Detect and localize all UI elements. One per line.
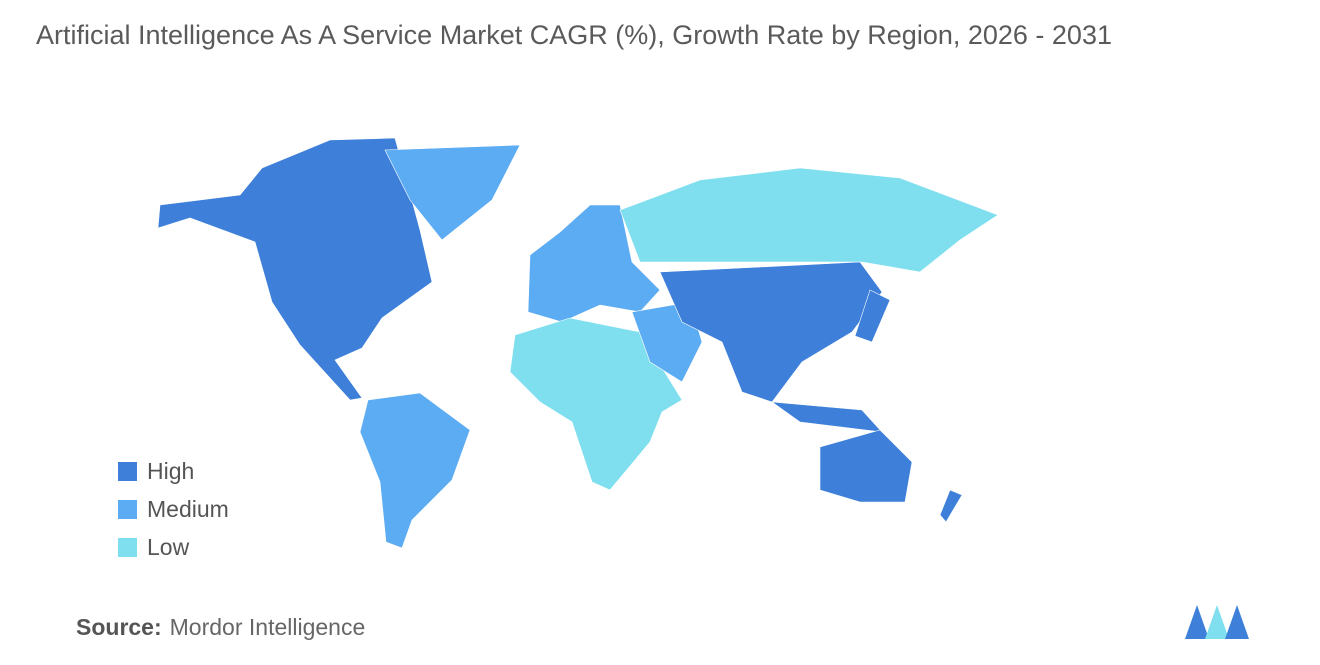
region-new-zealand xyxy=(939,489,963,523)
region-southeast-asia xyxy=(770,401,883,433)
source-label: Source: xyxy=(76,614,162,640)
region-japan xyxy=(854,289,891,343)
legend-item: Medium xyxy=(118,490,229,528)
region-asia xyxy=(659,261,883,403)
legend-item: Low xyxy=(118,528,229,566)
legend-swatch xyxy=(118,461,137,481)
logo xyxy=(1185,605,1249,639)
legend: High Medium Low xyxy=(118,452,229,566)
region-south-america xyxy=(359,392,471,549)
legend-label: Low xyxy=(147,533,190,560)
legend-swatch xyxy=(118,537,137,557)
region-russia xyxy=(619,167,999,273)
region-greenland xyxy=(384,144,521,241)
title: Artificial Intelligence As A Service Mar… xyxy=(36,20,1112,50)
source: Source: Mordor Intelligence xyxy=(76,614,365,641)
region-europe xyxy=(527,204,661,323)
region-north-america xyxy=(157,137,433,401)
legend-item: High xyxy=(118,452,229,490)
source-text: Mordor Intelligence xyxy=(169,614,366,640)
region-africa xyxy=(509,317,683,491)
region-australia xyxy=(819,429,913,503)
legend-label: High xyxy=(147,457,195,484)
legend-swatch xyxy=(118,499,137,519)
legend-label: Medium xyxy=(147,495,229,522)
